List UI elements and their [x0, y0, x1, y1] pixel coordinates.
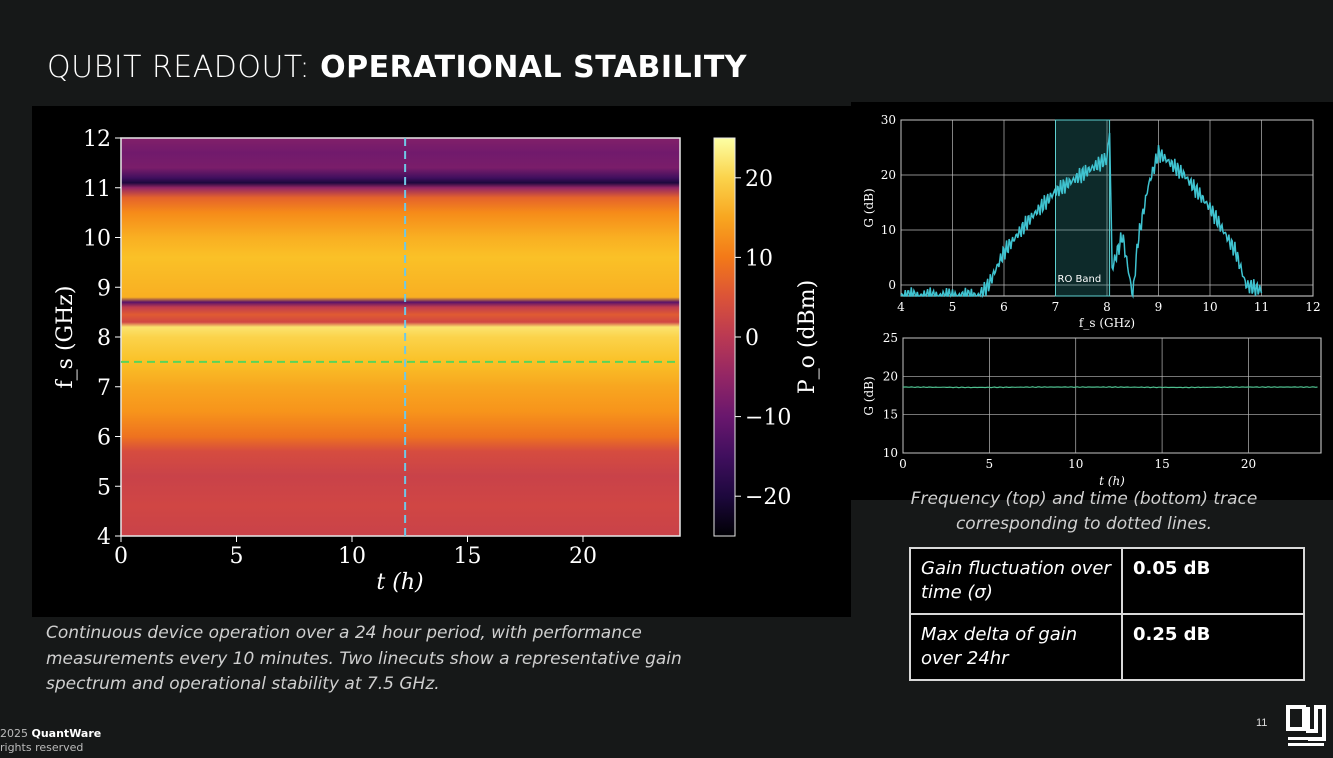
heatmap-panel: 0 5 10 15 20 4 5 6 7 8 9 10 11 12 t (h) f_s (GHz) 20…	[32, 106, 851, 617]
heatmap-x-label: t (h)	[376, 570, 423, 595]
footer-brand: QuantWare	[31, 727, 102, 740]
y-tick-label: 10	[883, 446, 898, 460]
colorbar-tick-label: −10	[745, 406, 791, 431]
y-tick-label: 12	[83, 127, 111, 152]
colorbar-label: P_o (dBm)	[795, 280, 820, 394]
y-tick-label: 10	[881, 223, 896, 237]
x-tick-label: 6	[1000, 300, 1008, 314]
metric-label: Gain fluctuation over time (σ)	[909, 547, 1123, 615]
colorbar-tick-label: 0	[745, 326, 759, 351]
x-tick-label: 8	[1103, 300, 1111, 314]
metric-value: 0.05 dB	[1121, 547, 1305, 615]
x-tick-label: 7	[1052, 300, 1060, 314]
x-tick-label: 10	[338, 544, 366, 569]
footer: 2025 QuantWare rights reserved	[0, 727, 101, 755]
x-tick-label: 9	[1155, 300, 1163, 314]
y-tick-label: 25	[883, 331, 898, 345]
quantware-logo-icon	[1286, 705, 1326, 746]
timetrace-plot-area	[902, 337, 1322, 454]
x-tick-label: 20	[1241, 457, 1256, 471]
colorbar-tick-label: −20	[745, 485, 791, 510]
x-tick-label: 4	[897, 300, 905, 314]
y-tick-label: 30	[881, 113, 896, 127]
ro-band-label: RO Band	[1058, 274, 1102, 285]
y-tick-label: 9	[97, 276, 111, 301]
y-tick-label: 20	[881, 168, 896, 182]
x-tick-label: 15	[1154, 457, 1169, 471]
metrics-table: Gain fluctuation over time (σ) 0.05 dB M…	[909, 547, 1305, 681]
y-tick-label: 8	[97, 326, 111, 351]
spectrum-x-label: f_s (GHz)	[1079, 316, 1135, 330]
y-tick-label: 4	[97, 525, 111, 550]
x-tick-label: 5	[229, 544, 243, 569]
x-tick-label: 0	[899, 457, 907, 471]
table-row: Gain fluctuation over time (σ) 0.05 dB	[909, 547, 1305, 615]
colorbar	[713, 137, 736, 537]
timetrace-y-label: G (dB)	[862, 376, 876, 415]
heatmap-chart: 0 5 10 15 20 4 5 6 7 8 9 10 11 12 t (h) f_s (GHz) 20…	[53, 127, 820, 595]
timetrace-chart: 0 5 10 15 20 10 15 20 25 t (h) G (dB)	[862, 331, 1322, 488]
y-tick-label: 6	[97, 426, 111, 451]
x-tick-label: 10	[1068, 457, 1083, 471]
y-tick-label: 7	[97, 376, 111, 401]
spectrum-panel: RO Band 4 5 6 7 8 9 10 11 12 0 10 20 30 f_s (GHz) G…	[851, 102, 1333, 330]
timetrace-panel: 0 5 10 15 20 10 15 20 25 t (h) G (dB)	[851, 330, 1333, 500]
ro-band-region	[1055, 119, 1111, 297]
x-tick-label: 12	[1305, 300, 1320, 314]
main-caption: Continuous device operation over a 24 ho…	[46, 623, 682, 694]
y-tick-label: 20	[883, 369, 898, 383]
spectrum-trace	[900, 132, 1263, 299]
timetrace-trace	[902, 386, 1318, 389]
trace-caption: Frequency (top) and time (bottom) trace …	[910, 489, 1258, 534]
timetrace-x-label: t (h)	[1099, 474, 1125, 488]
metric-value: 0.25 dB	[1121, 613, 1305, 681]
y-tick-label: 5	[97, 475, 111, 500]
footer-year: 2025	[0, 727, 28, 740]
colorbar-tick-label: 20	[745, 167, 773, 192]
x-tick-label: 20	[569, 544, 597, 569]
x-tick-label: 11	[1254, 300, 1269, 314]
spectrum-y-label: G (dB)	[862, 188, 876, 227]
x-tick-label: 10	[1202, 300, 1217, 314]
x-tick-label: 15	[453, 544, 481, 569]
metric-label: Max delta of gain over 24hr	[909, 613, 1123, 681]
x-tick-label: 5	[986, 457, 994, 471]
y-tick-label: 15	[883, 408, 898, 422]
colorbar-tick-label: 10	[745, 246, 773, 271]
x-tick-label: 5	[949, 300, 957, 314]
x-tick-label: 0	[114, 544, 128, 569]
table-row: Max delta of gain over 24hr 0.25 dB	[909, 613, 1305, 681]
page-title: QUBIT READOUT: OPERATIONAL STABILITY	[47, 50, 748, 85]
y-tick-label: 0	[888, 278, 896, 292]
y-tick-label: 10	[83, 227, 111, 252]
heatmap-plot-area	[120, 137, 681, 537]
y-tick-label: 11	[83, 177, 111, 202]
footer-rights: rights reserved	[0, 741, 84, 754]
heatmap-y-label: f_s (GHz)	[53, 286, 78, 389]
page-number: 11	[1256, 717, 1268, 729]
spectrum-chart: RO Band 4 5 6 7 8 9 10 11 12 0 10 20 30 f_s (GHz) G…	[862, 113, 1321, 330]
